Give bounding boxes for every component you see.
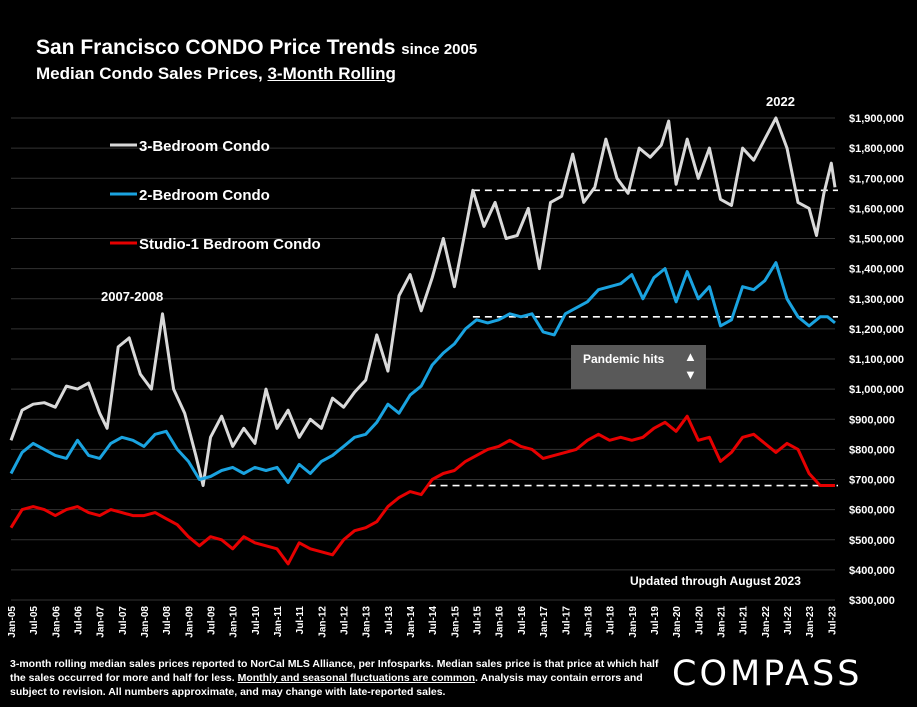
x-tick-label: Jan-23 [805,606,816,638]
title-since: since 2005 [401,41,478,58]
x-tick-label: Jan-17 [539,606,550,638]
y-tick-label: $1,600,000 [849,203,904,215]
x-tick-label: Jan-20 [672,606,683,638]
y-tick-label: $1,400,000 [849,264,904,276]
legend-label: 2-Bedroom Condo [139,187,270,204]
x-tick-label: Jul-05 [29,606,40,635]
y-tick-label: $1,200,000 [849,324,904,336]
x-tick-label: Jul-21 [739,606,750,635]
x-tick-label: Jul-23 [827,606,838,635]
annotation-2022: 2022 [766,94,795,109]
x-tick-label: Jul-11 [295,606,306,635]
x-tick-label: Jan-08 [140,606,151,638]
footnote-underlined: Monthly and seasonal fluctuations are co… [237,672,476,684]
x-tick-label: Jul-22 [783,606,794,635]
y-tick-label: $800,000 [849,444,895,456]
updated-note: Updated through August 2023 [630,574,801,588]
y-tick-label: $400,000 [849,565,895,577]
y-tick-label: $500,000 [849,535,895,547]
x-tick-label: Jul-06 [74,606,85,635]
x-tick-label: Jan-14 [406,606,417,638]
chart-title: San Francisco CONDO Price Trends since 2… [36,36,477,60]
y-tick-label: $1,100,000 [849,354,904,366]
chart-subtitle: Median Condo Sales Prices, 3-Month Rolli… [36,64,396,84]
x-tick-label: Jul-12 [340,606,351,635]
x-tick-label: Jan-15 [450,606,461,638]
x-tick-label: Jul-18 [606,606,617,635]
x-tick-label: Jan-07 [96,606,107,638]
x-tick-label: Jan-06 [51,606,62,638]
y-tick-label: $300,000 [849,595,895,607]
up-arrow-icon: ▲ [684,349,697,364]
down-arrow-icon: ▼ [684,367,697,382]
x-tick-label: Jul-15 [473,606,484,635]
x-tick-label: Jan-13 [362,606,373,638]
x-tick-label: Jul-17 [561,606,572,635]
x-tick-label: Jul-13 [384,606,395,635]
footnote-part1: 3-month rolling median sales prices repo… [10,658,659,684]
y-tick-label: $1,900,000 [849,113,904,125]
subtitle-prefix: Median Condo Sales Prices, [36,64,268,83]
pandemic-annotation: Pandemic hits ▲ ▼ [571,345,706,389]
x-tick-label: Jan-16 [495,606,506,638]
legend-label: Studio-1 Bedroom Condo [139,236,321,253]
x-tick-label: Jul-20 [694,606,705,635]
y-tick-label: $700,000 [849,475,895,487]
footnote: 3-month rolling median sales prices repo… [10,657,660,699]
x-tick-label: Jan-18 [583,606,594,638]
y-tick-label: $1,800,000 [849,143,904,155]
x-tick-label: Jan-09 [184,606,195,638]
y-tick-label: $1,300,000 [849,294,904,306]
title-main-text: San Francisco CONDO Price Trends [36,36,396,59]
series-line-1 [9,116,837,487]
subtitle-underlined: 3-Month Rolling [267,64,396,83]
x-tick-label: Jan-22 [761,606,772,638]
pandemic-label: Pandemic hits [583,352,665,366]
footnote-part3: . Analysis may contain errors and subjec… [10,672,643,698]
y-tick-label: $1,700,000 [849,173,904,185]
y-tick-label: $1,500,000 [849,234,904,246]
x-tick-label: Jan-21 [716,606,727,638]
x-tick-label: Jul-10 [251,606,262,635]
x-tick-label: Jan-05 [7,606,18,638]
x-tick-label: Jan-11 [273,606,284,638]
x-tick-label: Jul-16 [517,606,528,635]
series-line-2 [9,261,836,484]
annotation-2007-2008: 2007-2008 [101,289,163,304]
y-tick-label: $600,000 [849,505,895,517]
y-tick-label: $900,000 [849,414,895,426]
x-tick-label: Jul-19 [650,606,661,635]
legend-label: 3-Bedroom Condo [139,138,270,155]
x-tick-label: Jan-12 [317,606,328,638]
chart-svg: $300,000 $400,000 $500,000 $600,000 $700,000… [7,94,904,638]
x-tick-label: Jan-19 [628,606,639,638]
x-tick-label: Jul-09 [207,606,218,635]
y-tick-label: $1,000,000 [849,384,904,396]
x-tick-label: Jul-08 [162,606,173,635]
series-line-3 [9,414,835,566]
x-tick-label: Jan-10 [229,606,240,638]
x-tick-label: Jul-14 [428,606,439,635]
compass-logo: COMPASS [672,654,863,694]
x-tick-label: Jul-07 [118,606,129,635]
